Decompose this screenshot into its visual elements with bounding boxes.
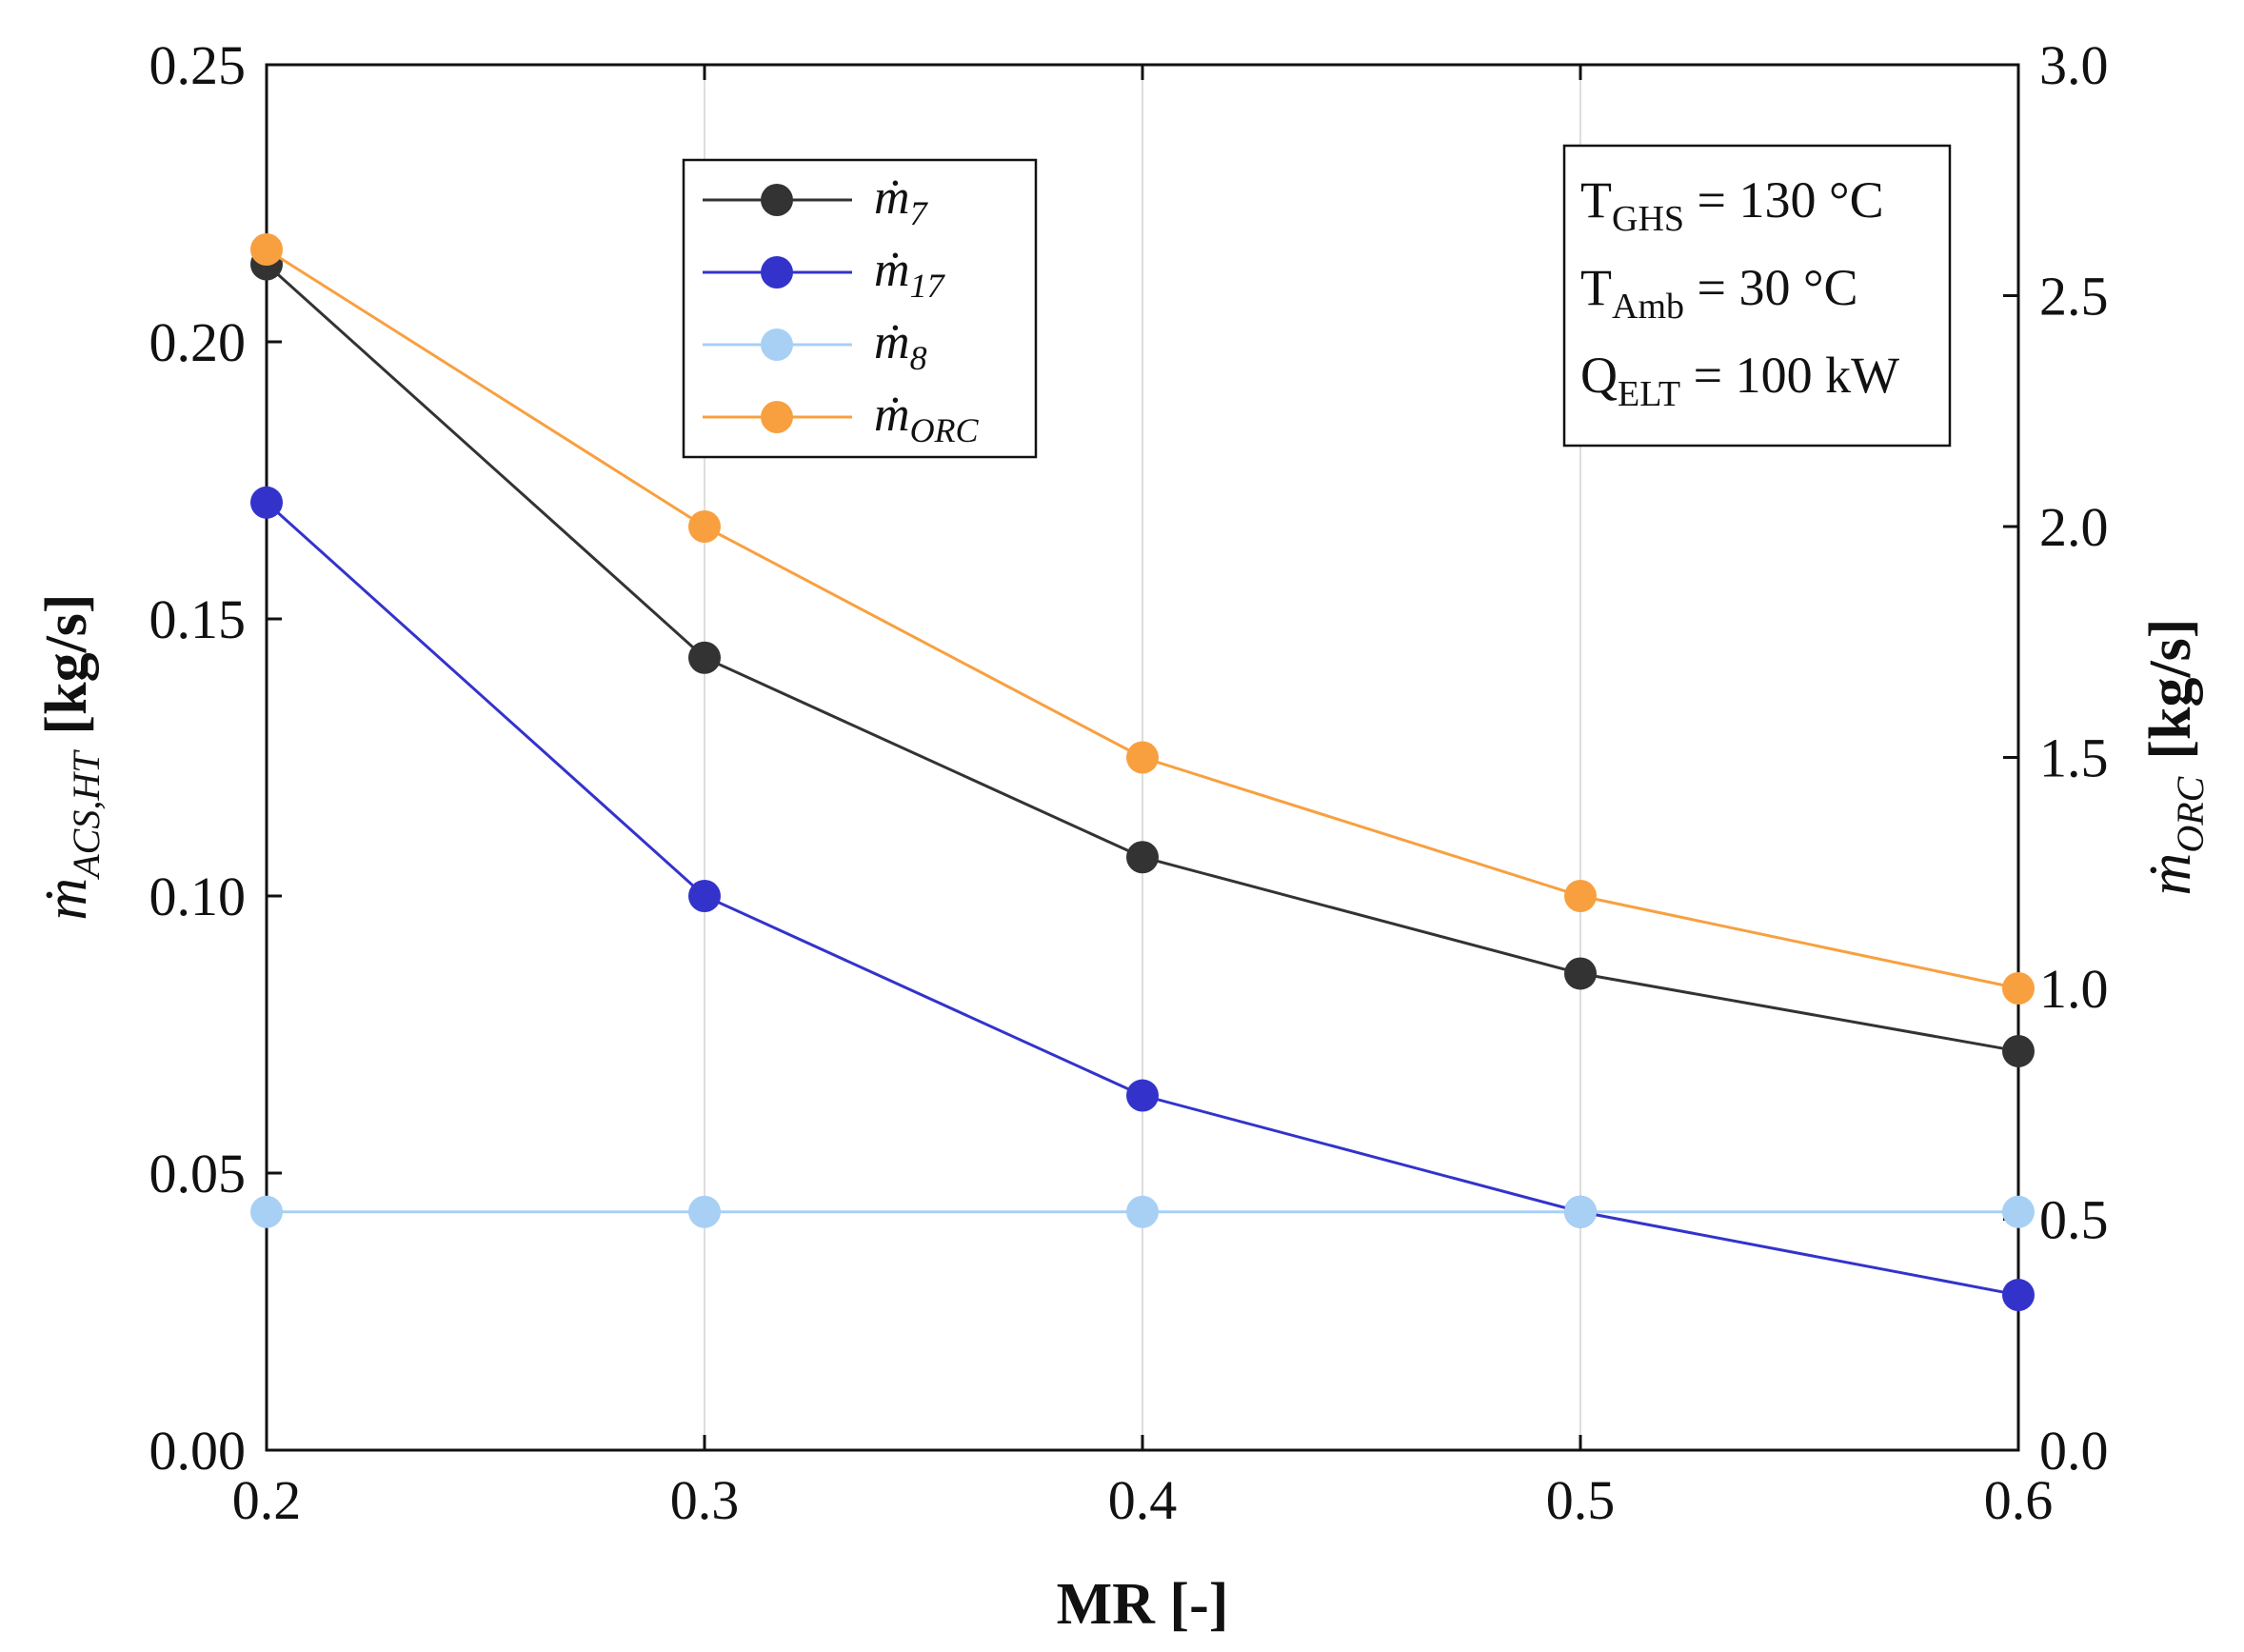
legend-entry-7: ṁ7 bbox=[703, 170, 929, 232]
legend-entry-orc: ṁORC bbox=[703, 388, 980, 449]
condition-q-elt: QELT = 100 kW bbox=[1580, 347, 1899, 414]
legend-label: ṁ7 bbox=[874, 170, 929, 232]
x-axis-title: MR [-] bbox=[1057, 1572, 1229, 1637]
y-right-title-unit: [kg/s] bbox=[2138, 619, 2203, 760]
series-8 bbox=[250, 1195, 2035, 1228]
y-left-tick-label: 0.05 bbox=[149, 1143, 247, 1204]
y-left-tick-label: 0.10 bbox=[149, 866, 247, 927]
conditions-box: TGHS = 130 °C TAmb = 30 °C QELT = 100 kW bbox=[1562, 144, 1952, 448]
data-point-orc bbox=[2002, 972, 2035, 1005]
y-right-title-main: ṁ bbox=[2138, 853, 2203, 896]
data-point-7 bbox=[1126, 841, 1159, 874]
y-axis-left-title: ṁACS,HT [kg/s] bbox=[34, 593, 108, 920]
data-point-7 bbox=[1564, 957, 1597, 990]
data-point-7 bbox=[2002, 1034, 2035, 1067]
legend-label: ṁ8 bbox=[874, 315, 927, 377]
svg-text:ṁORC[kg/s]: ṁORC [kg/s] bbox=[2138, 619, 2212, 896]
data-point-17 bbox=[1126, 1079, 1159, 1112]
data-point-orc bbox=[250, 233, 283, 266]
y-right-tick-label: 2.5 bbox=[2039, 266, 2109, 328]
x-tick-label: 0.3 bbox=[670, 1469, 740, 1531]
y-axis-right-title: ṁORC [kg/s] bbox=[2138, 619, 2212, 896]
data-point-8 bbox=[2002, 1195, 2035, 1228]
data-point-orc bbox=[688, 510, 721, 543]
data-point-orc bbox=[1126, 741, 1159, 774]
y-left-tick-label: 0.20 bbox=[149, 311, 247, 373]
data-point-7 bbox=[688, 641, 721, 674]
data-point-8 bbox=[1564, 1195, 1597, 1228]
data-point-orc bbox=[1564, 880, 1597, 912]
data-point-8 bbox=[250, 1195, 283, 1228]
legend-entry-8: ṁ8 bbox=[703, 315, 927, 377]
legend: ṁ7 ṁ17 ṁ8 ṁORC bbox=[682, 158, 1038, 459]
y-right-tick-label: 3.0 bbox=[2039, 34, 2109, 96]
x-tick-label: 0.6 bbox=[1984, 1469, 2054, 1531]
series-orc bbox=[250, 233, 2035, 1005]
data-point-17 bbox=[688, 880, 721, 912]
y-right-tick-label: 0.0 bbox=[2039, 1420, 2109, 1482]
legend-entry-17: ṁ17 bbox=[703, 243, 946, 305]
tick-labels: 0.2 0.3 0.4 0.5 0.6 0.00 0.05 0.10 0.15 0.20 0.25 0… bbox=[149, 34, 2109, 1531]
legend-marker bbox=[761, 401, 793, 433]
series bbox=[250, 233, 2035, 1312]
data-point-8 bbox=[1126, 1195, 1159, 1228]
y-left-tick-label: 0.15 bbox=[149, 588, 247, 650]
x-tick-label: 0.5 bbox=[1546, 1469, 1616, 1531]
y-left-title-main: ṁ bbox=[34, 878, 99, 921]
svg-text:ṁACS,HT[kg/s]: ṁACS,HT [kg/s] bbox=[34, 593, 108, 920]
legend-marker bbox=[761, 328, 793, 361]
legend-marker bbox=[761, 184, 793, 216]
data-point-17 bbox=[2002, 1279, 2035, 1312]
legend-label: ṁ17 bbox=[874, 243, 946, 305]
y-right-tick-label: 0.5 bbox=[2039, 1189, 2109, 1251]
x-tick-label: 0.4 bbox=[1108, 1469, 1178, 1531]
y-right-title-sub: ORC bbox=[2169, 775, 2212, 852]
y-left-title-unit: [kg/s] bbox=[34, 593, 99, 734]
conditions-box-frame bbox=[1562, 144, 1952, 448]
legend-marker bbox=[761, 256, 793, 289]
y-right-tick-label: 1.5 bbox=[2039, 727, 2109, 789]
y-right-tick-label: 1.0 bbox=[2039, 958, 2109, 1020]
legend-label: ṁORC bbox=[874, 388, 980, 449]
y-right-tick-label: 2.0 bbox=[2039, 496, 2109, 558]
condition-t-ghs: TGHS = 130 °C bbox=[1580, 171, 1884, 239]
legend-box bbox=[682, 158, 1038, 459]
y-left-tick-label: 0.00 bbox=[149, 1420, 247, 1482]
y-left-title-sub: ACS,HT bbox=[65, 749, 108, 881]
data-point-8 bbox=[688, 1195, 721, 1228]
y-left-tick-label: 0.25 bbox=[149, 34, 247, 96]
condition-t-amb: TAmb = 30 °C bbox=[1580, 259, 1858, 327]
data-point-17 bbox=[250, 486, 283, 519]
x-tick-label: 0.2 bbox=[232, 1469, 302, 1531]
